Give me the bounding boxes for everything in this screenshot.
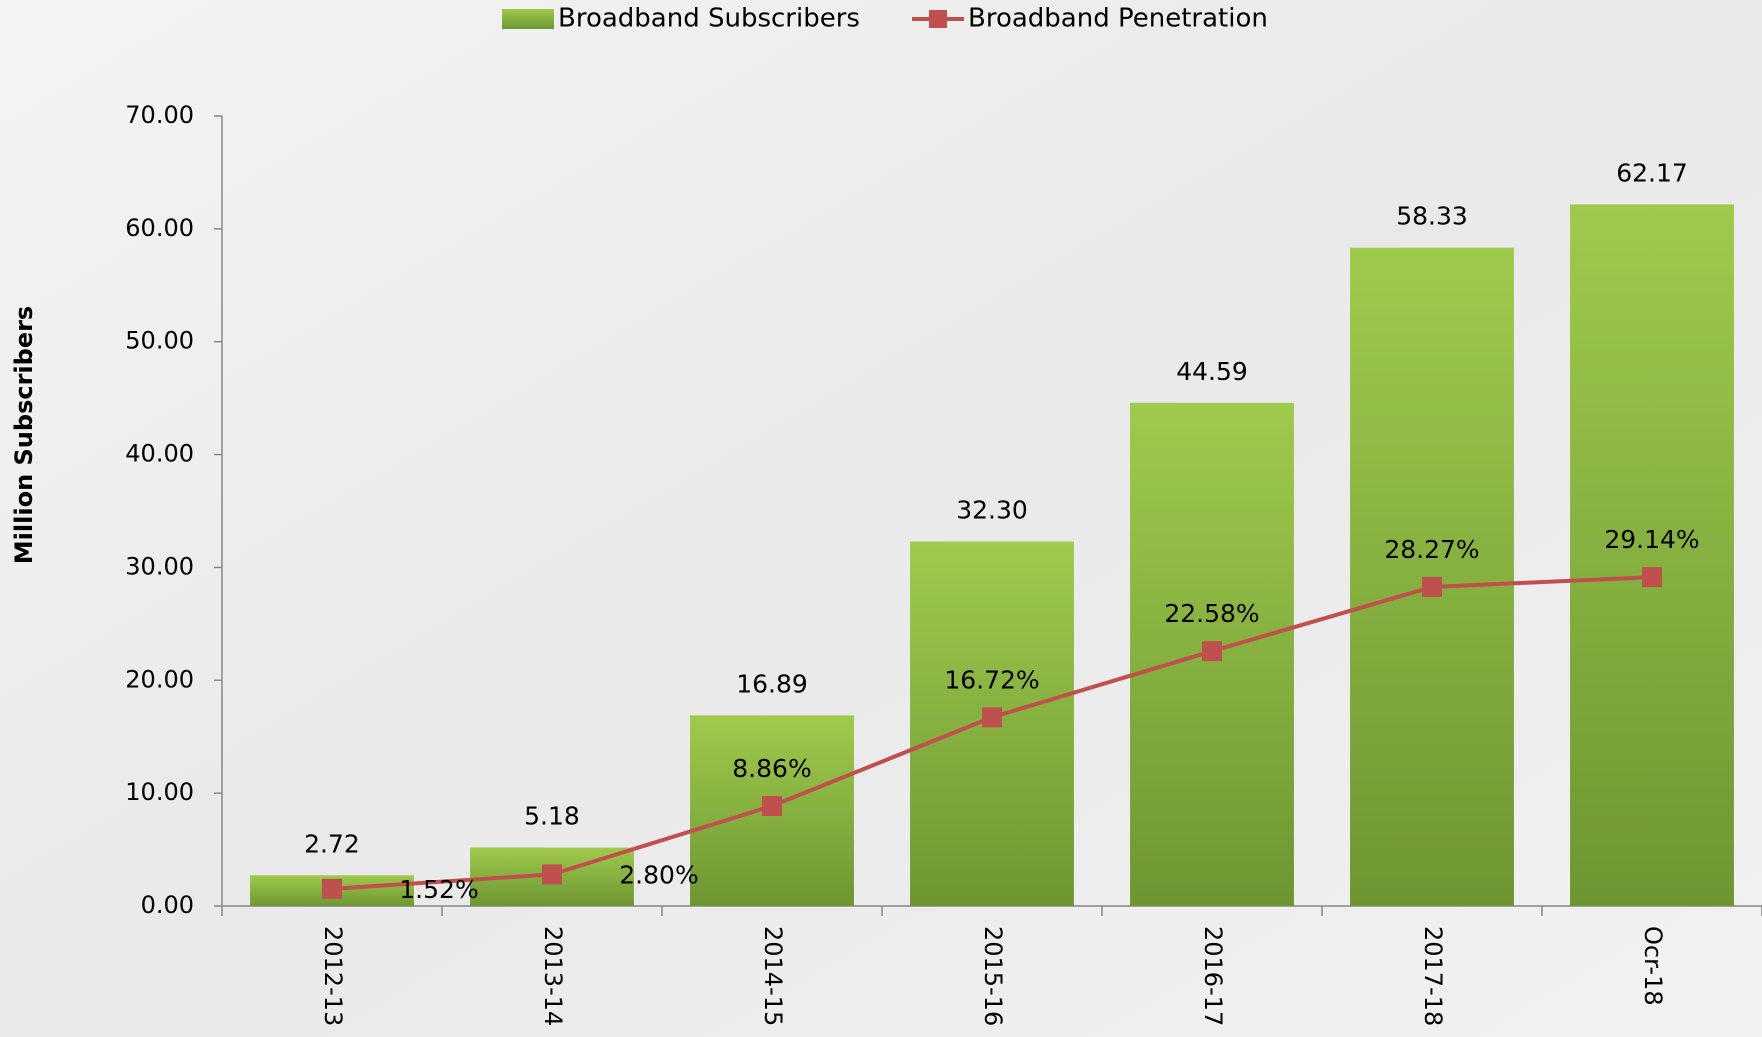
bar-value-label: 32.30	[956, 495, 1028, 524]
y-tick-label: 20.00	[125, 665, 194, 693]
x-tick-label: 2014-15	[759, 926, 787, 1026]
line-marker	[762, 796, 782, 817]
line-value-label: 22.58%	[1164, 599, 1259, 628]
y-tick-label: 50.00	[125, 327, 194, 355]
legend-label: Broadband Subscribers	[558, 4, 860, 34]
bar	[1570, 204, 1734, 907]
line-marker	[982, 707, 1002, 728]
line-value-label: 16.72%	[944, 665, 1039, 694]
bar-value-label: 62.17	[1616, 158, 1688, 187]
x-tick-label: 2017-18	[1419, 926, 1447, 1026]
line-value-label: 8.86%	[732, 754, 811, 783]
y-tick-label: 10.00	[125, 778, 194, 806]
bar	[1350, 247, 1514, 906]
line-value-label: 1.52%	[399, 875, 478, 904]
line-marker	[542, 864, 562, 885]
legend-marker	[929, 10, 947, 28]
bar-value-label: 5.18	[524, 802, 580, 831]
x-tick-label: 2012-13	[319, 926, 347, 1026]
line-value-label: 29.14%	[1604, 525, 1699, 554]
legend-label: Broadband Penetration	[968, 4, 1268, 34]
bar-value-label: 16.89	[736, 669, 808, 698]
line-value-label: 28.27%	[1384, 535, 1479, 564]
y-tick-label: 30.00	[125, 552, 194, 580]
x-tick-label: 2016-17	[1199, 926, 1227, 1026]
y-tick-label: 0.00	[141, 891, 194, 919]
x-tick-label: 2015-16	[979, 926, 1007, 1026]
y-tick-label: 70.00	[125, 101, 194, 129]
bar-value-label: 44.59	[1176, 357, 1248, 386]
line-marker	[1422, 576, 1442, 597]
y-tick-label: 60.00	[125, 214, 194, 242]
y-axis-title: Million Subscribers	[10, 306, 38, 564]
line-value-label: 2.80%	[619, 860, 698, 889]
x-tick-label: 2013-14	[539, 926, 567, 1026]
line-marker	[1202, 641, 1222, 662]
bar-value-label: 58.33	[1396, 202, 1468, 231]
legend-swatch	[502, 9, 554, 29]
bar-value-label: 2.72	[304, 829, 360, 858]
y-tick-label: 40.00	[125, 440, 194, 468]
x-tick-label: Ocr-18	[1639, 926, 1667, 1006]
line-marker	[322, 878, 342, 899]
line-marker	[1642, 567, 1662, 588]
